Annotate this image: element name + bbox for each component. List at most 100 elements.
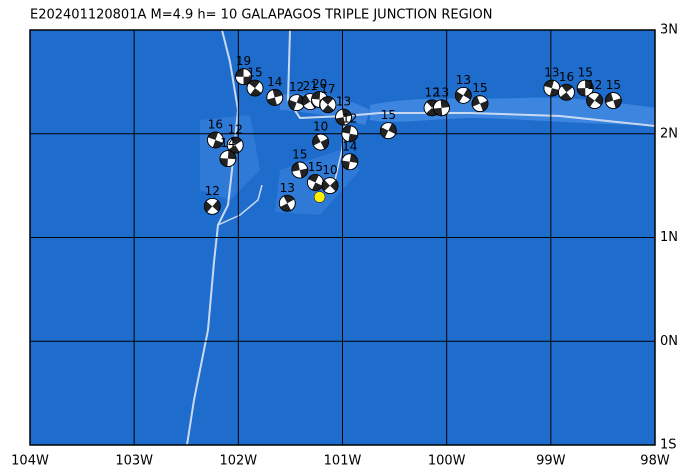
ball-outline xyxy=(335,108,352,126)
focal-mechanism: 13 xyxy=(335,95,352,126)
focal-mechanism: 17 xyxy=(319,82,337,114)
depth-label: 15 xyxy=(308,160,323,174)
compression-quadrant xyxy=(322,179,338,192)
compression-quadrant xyxy=(341,125,358,142)
epicenter xyxy=(313,191,326,203)
ball-outline xyxy=(266,89,284,106)
compression-quadrant xyxy=(204,200,221,213)
focal-mechanism: 16 xyxy=(558,70,575,101)
ball-outline xyxy=(454,86,472,104)
x-tick-label: 99W xyxy=(536,454,566,469)
focal-mechanism: 13 xyxy=(433,85,450,117)
depth-label: 10 xyxy=(313,120,328,134)
focal-mechanism: 15 xyxy=(604,78,622,109)
ball-outline xyxy=(558,83,575,101)
compression-quadrant xyxy=(312,134,329,150)
x-tick-label: 103W xyxy=(115,454,153,469)
ball-outline xyxy=(246,79,264,97)
focal-mechanism: 10 xyxy=(312,120,330,151)
depth-label: 13 xyxy=(434,85,449,99)
depth-label: 12 xyxy=(205,184,220,198)
depth-label: 13 xyxy=(544,66,559,80)
ball-outline xyxy=(341,125,359,143)
ball-outline xyxy=(278,194,296,212)
focal-mechanism: 15 xyxy=(576,66,594,97)
x-tick-label: 102W xyxy=(219,454,257,469)
map-title: E202401120801A M=4.9 h= 10 GALAPAGOS TRI… xyxy=(30,8,492,23)
compression-quadrant xyxy=(472,96,488,112)
x-tick-label: 100W xyxy=(428,454,466,469)
depth-label: 13 xyxy=(336,95,351,109)
y-tick-label: 3N xyxy=(660,23,678,38)
depth-label: 12 xyxy=(228,123,243,137)
focal-mechanism: 12 xyxy=(203,184,221,215)
depth-label: 12 xyxy=(289,80,304,94)
depth-label: 15 xyxy=(292,148,307,162)
ball-outline xyxy=(433,99,450,117)
compression-quadrant xyxy=(321,96,334,113)
compression-quadrant xyxy=(308,174,323,191)
focal-mechanism: 12 xyxy=(341,111,359,143)
compression-quadrant xyxy=(207,132,223,148)
ball-outline xyxy=(319,96,337,114)
depth-label: 19 xyxy=(236,54,251,68)
depth-label: 14 xyxy=(342,139,357,153)
ball-outline xyxy=(604,92,622,109)
ball-outline xyxy=(235,68,252,86)
compression-quadrant xyxy=(433,99,450,116)
depth-label: 16 xyxy=(208,117,223,131)
ball-outline xyxy=(291,161,309,179)
focal-mechanism: 15 xyxy=(379,108,397,140)
depth-label: 13 xyxy=(456,73,471,87)
ball-outline xyxy=(312,133,330,151)
focal-mechanism: 14 xyxy=(266,75,284,106)
ball-outline xyxy=(471,95,489,113)
focal-mechanism: 15 xyxy=(246,66,264,97)
compression-quadrant xyxy=(544,80,560,97)
focal-mechanism: 14 xyxy=(219,136,237,168)
compression-quadrant xyxy=(335,109,352,126)
compression-quadrant xyxy=(219,150,236,167)
focal-mechanism: 12 xyxy=(586,78,603,109)
compression-quadrant xyxy=(605,92,622,109)
depth-label: 20 xyxy=(312,77,327,91)
compression-quadrant xyxy=(267,89,283,106)
y-tick-label: 0N xyxy=(660,334,678,349)
x-tick-label: 98W xyxy=(640,454,670,469)
y-tick-label: 1S xyxy=(660,438,677,453)
compression-quadrant xyxy=(380,123,397,138)
depth-label: 15 xyxy=(472,81,487,95)
compression-quadrant xyxy=(586,94,603,108)
ball-outline xyxy=(341,153,359,171)
depth-label: 14 xyxy=(267,75,282,89)
ball-outline xyxy=(219,150,237,168)
compression-quadrant xyxy=(455,88,472,103)
focal-mechanism: 13 xyxy=(454,73,472,104)
depth-label: 12 xyxy=(342,111,357,125)
ball-outline xyxy=(379,122,397,140)
compression-quadrant xyxy=(291,162,308,178)
focal-mechanism: 12 xyxy=(226,123,244,154)
depth-label: 10 xyxy=(322,163,337,177)
depth-label: 21 xyxy=(303,79,318,93)
ball-outline xyxy=(576,79,594,97)
focal-mechanism: 15 xyxy=(471,81,489,113)
ball-outline xyxy=(207,131,224,149)
compression-quadrant xyxy=(560,84,573,101)
depth-label: 17 xyxy=(320,82,335,96)
focal-mechanism: 14 xyxy=(341,139,359,171)
compression-quadrant xyxy=(341,153,358,170)
compression-quadrant xyxy=(280,195,295,212)
focal-mechanism: 19 xyxy=(235,54,252,86)
ball-outline xyxy=(203,197,221,215)
focal-mechanism: 12 xyxy=(288,80,306,112)
compression-quadrant xyxy=(248,80,262,97)
depth-label: 12 xyxy=(587,78,602,92)
x-tick-label: 101W xyxy=(324,454,362,469)
ball-outline xyxy=(321,177,339,195)
plate-boundary xyxy=(217,184,263,226)
plate-boundary xyxy=(186,30,240,445)
